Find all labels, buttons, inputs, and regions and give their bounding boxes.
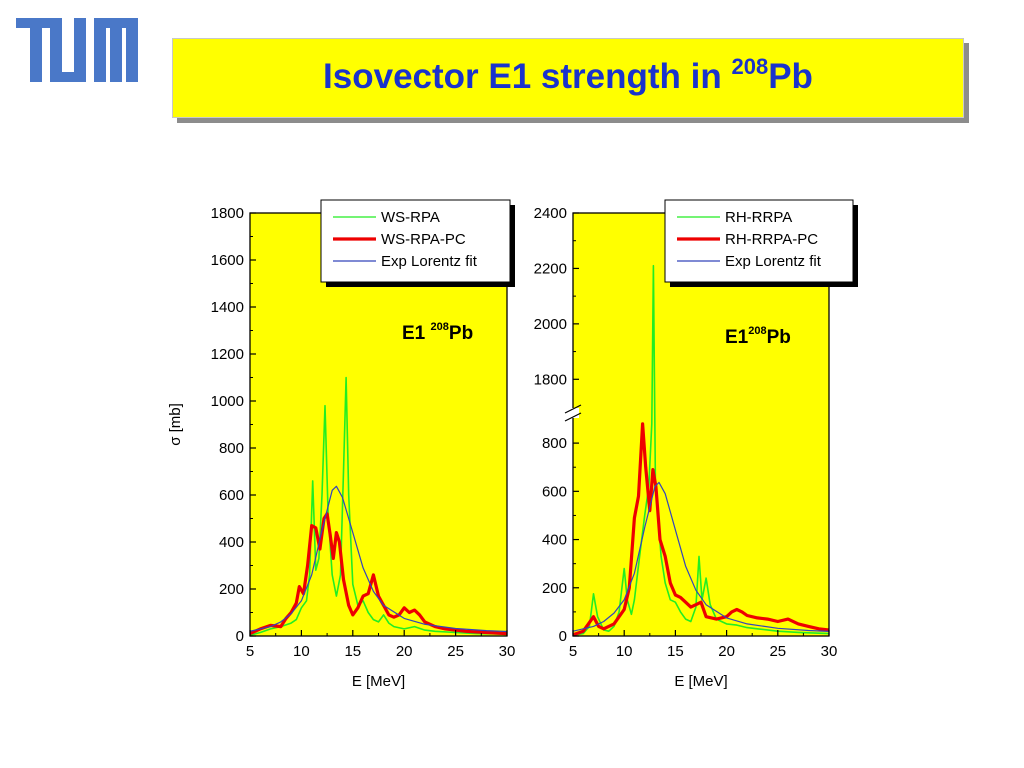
axis-break-marker: [564, 404, 582, 422]
series-group: [250, 376, 507, 636]
page-title: Isovector E1 strength in 208Pb: [173, 54, 963, 97]
annotation-element: Pb: [767, 327, 791, 348]
x-tick-label: 10: [293, 643, 310, 660]
title-element: Pb: [768, 57, 813, 96]
tum-logo: [16, 18, 138, 82]
legend-label: Exp Lorentz fit: [381, 253, 478, 270]
legend: RH-RRPA RH-RRPA-PC Exp Lorentz fit: [664, 199, 858, 287]
legend: WS-RPA WS-RPA-PC Exp Lorentz fit: [320, 199, 515, 287]
x-axis: 5 10 15 20 25 30 E [MeV]: [246, 630, 516, 690]
series-line-exp-lorentz-fit: [250, 485, 507, 633]
x-tick-label: 15: [667, 643, 684, 660]
y-axis-label: σ [mb]: [167, 403, 184, 446]
y-tick-label: 2400: [534, 205, 567, 222]
annotation-element: Pb: [449, 323, 473, 344]
annotation-superscript: 208: [748, 325, 766, 337]
annotation-label: E1: [402, 323, 431, 344]
legend-label: Exp Lorentz fit: [725, 253, 822, 270]
y-tick-label: 800: [219, 440, 244, 457]
annotation-superscript: 208: [431, 321, 449, 333]
series-line-exp-lorentz-fit: [573, 481, 829, 632]
y-tick-label: 600: [219, 487, 244, 504]
legend-label: RH-RRPA: [725, 209, 792, 226]
legend-box: [320, 199, 511, 283]
y-tick-label: 1600: [211, 252, 244, 269]
y-tick-label: 2000: [534, 316, 567, 333]
x-axis-label: E [MeV]: [352, 673, 405, 690]
y-tick-label: 200: [542, 580, 567, 597]
y-tick-label: 1000: [211, 393, 244, 410]
y-tick-label: 1800: [211, 205, 244, 222]
x-axis: 5 10 15 20 25 30 E [MeV]: [569, 630, 838, 690]
e1-strength-charts: 5 10 15 20 25 30E [MeV]0200400600800100012001…: [167, 199, 858, 690]
legend-box: [664, 199, 854, 283]
chart-panel-1: 5 10 15 20 25 30 E [MeV] 0 200 400 600 800 1000 1200 1…: [167, 199, 516, 690]
y-tick-label: 1400: [211, 299, 244, 316]
y-tick-label: 800: [542, 435, 567, 452]
y-tick-label: 600: [542, 483, 567, 500]
x-axis-label: E [MeV]: [674, 673, 727, 690]
series-group: [573, 264, 829, 636]
series-line-ws-rpa: [250, 376, 507, 636]
y-tick-label: 0: [236, 628, 244, 645]
x-tick-label: 5: [569, 643, 577, 660]
y-tick-label: 400: [219, 534, 244, 551]
y-tick-label: 0: [559, 628, 567, 645]
legend-label: WS-RPA-PC: [381, 231, 466, 248]
x-tick-label: 15: [344, 643, 361, 660]
legend-label: WS-RPA: [381, 209, 440, 226]
series-line-rh-rrpa-pc: [573, 422, 829, 636]
x-tick-label: 25: [447, 643, 464, 660]
y-tick-label: 1200: [211, 346, 244, 363]
chart-annotation: E1208Pb: [725, 325, 791, 348]
title-superscript: 208: [731, 54, 769, 79]
x-tick-label: 20: [396, 643, 413, 660]
legend-label: RH-RRPA-PC: [725, 231, 818, 248]
y-axis: 0 200 400 600 800 1800 2000 2200 2400: [534, 205, 579, 645]
y-tick-label: 200: [219, 581, 244, 598]
x-tick-label: 5: [246, 643, 254, 660]
x-tick-label: 10: [616, 643, 633, 660]
x-tick-label: 30: [499, 643, 516, 660]
annotation-label: E1: [725, 327, 749, 348]
y-tick-label: 2200: [534, 260, 567, 277]
title-banner: Isovector E1 strength in 208Pb: [172, 38, 964, 118]
y-tick-label: 1800: [534, 371, 567, 388]
y-axis: 0 200 400 600 800 1000 1200 1400 1600 1800 σ [mb]: [167, 205, 256, 645]
y-tick-label: 400: [542, 532, 567, 549]
x-tick-label: 20: [718, 643, 735, 660]
x-tick-label: 25: [769, 643, 786, 660]
title-main: Isovector E1 strength in: [323, 57, 732, 96]
x-tick-label: 30: [821, 643, 838, 660]
series-line-ws-rpa-pc: [250, 512, 507, 636]
chart-annotation: E1 208Pb: [402, 321, 473, 344]
chart-panel-2: 5 10 15 20 25 30 E [MeV] 0 200 400 600 800 1800 2000 2…: [534, 199, 858, 690]
